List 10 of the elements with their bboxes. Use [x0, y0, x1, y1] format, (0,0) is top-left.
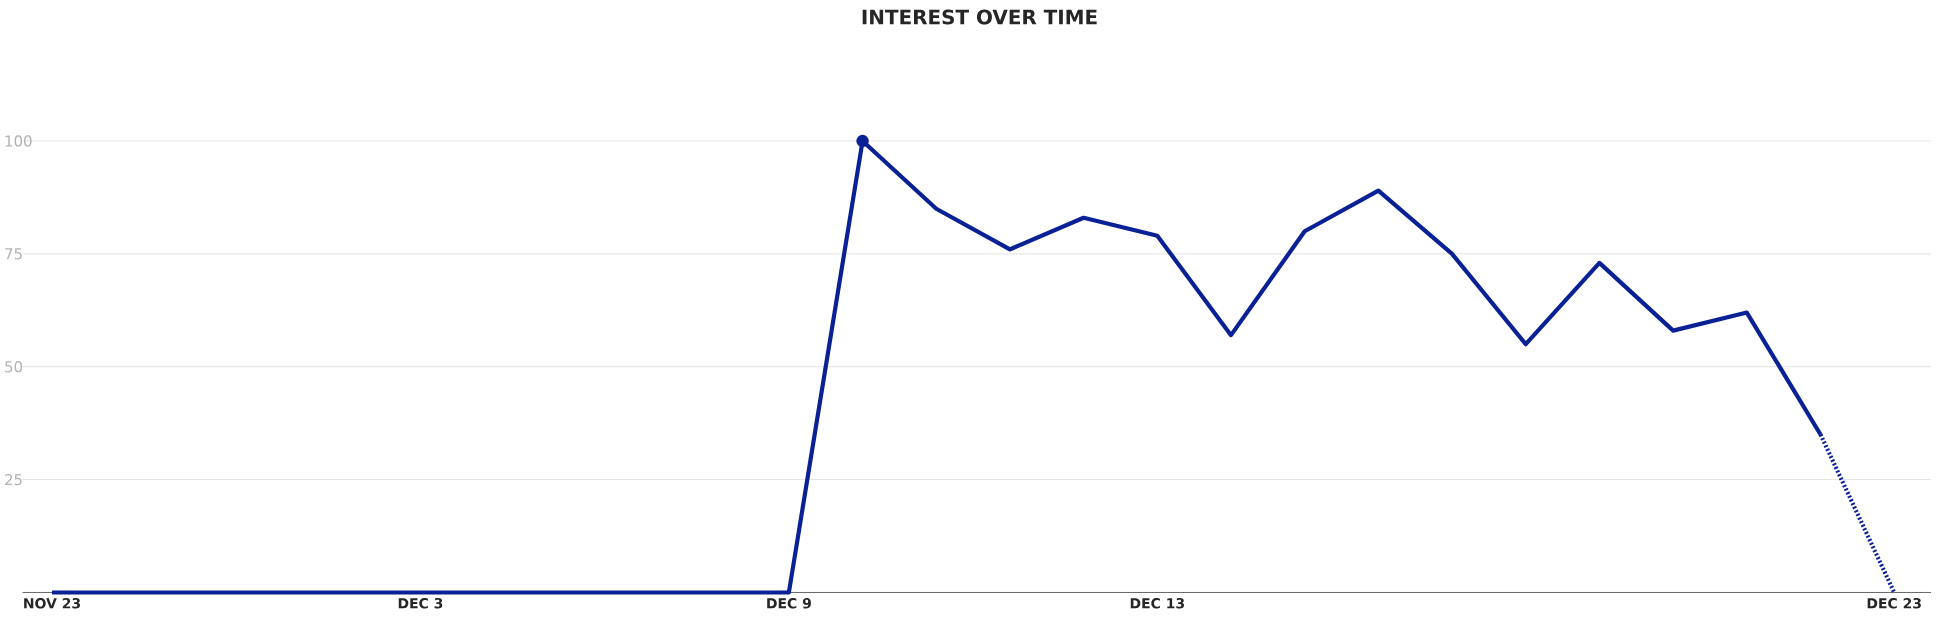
x-tick-label: DEC 9: [767, 597, 811, 609]
y-tick-label: 75: [5, 248, 22, 260]
x-tick-label: NOV 23: [24, 597, 80, 609]
x-tick-label: DEC 23: [1867, 597, 1921, 609]
chart-title: INTEREST OVER TIME: [862, 9, 1097, 25]
y-tick-label: 25: [5, 473, 22, 486]
x-tick-label: DEC 3: [398, 597, 443, 609]
x-tick-label: DEC 13: [1130, 597, 1184, 609]
y-tick-label: 50: [5, 361, 23, 373]
y-tick-label: 100: [5, 135, 32, 147]
